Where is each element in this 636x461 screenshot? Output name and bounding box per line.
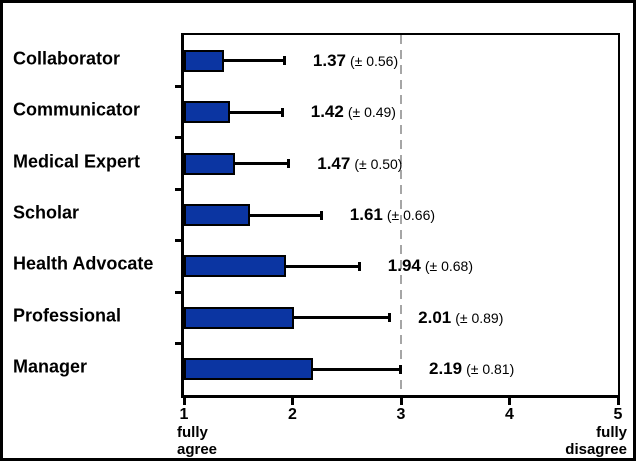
sd-value: (± 0.89): [455, 309, 504, 326]
value-label: 1.61 (± 0.66): [350, 205, 435, 225]
error-bar-line: [248, 213, 322, 217]
y-axis-tick: [175, 136, 181, 140]
sd-value: (± 0.68): [424, 258, 474, 275]
mean-value: 1.61: [349, 205, 383, 224]
value-label: 2.19 (± 0.81): [429, 359, 514, 379]
sd-value: (± 0.56): [349, 52, 399, 69]
x-axis-tick-label: 3: [396, 406, 406, 423]
error-bar-line: [291, 316, 391, 320]
category-label: Scholar: [13, 202, 80, 223]
bar: [184, 204, 251, 226]
y-axis-tick: [175, 290, 181, 294]
x-axis-tick: [399, 398, 403, 405]
error-bar-cap: [319, 210, 323, 220]
x-axis-tick: [616, 398, 620, 405]
sd-value: (± 0.66): [386, 207, 436, 223]
x-axis-tick-label: 2: [288, 406, 297, 423]
error-bar-line: [232, 162, 290, 166]
category-label: Communicator: [13, 99, 141, 120]
y-axis-tick: [175, 239, 181, 243]
x-axis-tick: [182, 398, 186, 405]
x-axis-tick-label: 5: [613, 406, 623, 423]
error-bar-line: [227, 110, 283, 114]
error-bar-line: [311, 367, 401, 371]
value-label: 1.47 (± 0.50): [317, 154, 402, 174]
error-bar-line: [283, 264, 360, 268]
y-axis-tick: [175, 84, 181, 88]
bar: [184, 49, 225, 72]
error-bar-cap: [357, 261, 361, 271]
category-label: Health Advocate: [13, 253, 154, 274]
value-label: 1.42 (± 0.49): [311, 102, 396, 122]
bar: [184, 101, 230, 124]
bar: [184, 255, 286, 278]
error-bar-cap: [287, 159, 291, 169]
y-axis-tick: [175, 187, 181, 191]
x-axis-tick: [291, 398, 294, 405]
x-axis-right-caption: fully disagree: [565, 424, 627, 458]
category-label: Manager: [13, 356, 88, 377]
error-bar-cap: [388, 313, 392, 323]
mean-value: 1.47: [317, 153, 351, 173]
value-label: 1.37 (± 0.56): [313, 51, 398, 71]
value-label: 1.94 (± 0.68): [388, 256, 473, 276]
mean-value: 2.01: [418, 307, 452, 327]
bar: [184, 358, 314, 381]
category-label: Medical Expert: [13, 151, 141, 172]
x-axis-tick: [508, 398, 511, 405]
mean-value: 2.19: [429, 359, 463, 379]
sd-value: (± 0.81): [466, 361, 515, 378]
x-axis-tick-label: 4: [505, 406, 514, 423]
value-label: 2.01 (± 0.89): [418, 308, 503, 328]
mean-value: 1.37: [312, 50, 346, 70]
error-bar-line: [222, 59, 285, 63]
category-label: Collaborator: [13, 48, 121, 69]
sd-value: (± 0.49): [347, 104, 396, 121]
mean-value: 1.42: [310, 102, 344, 122]
error-bar-cap: [280, 107, 284, 117]
x-axis-tick-label: 1: [179, 406, 189, 423]
error-bar-cap: [282, 56, 286, 66]
reference-line: [400, 35, 402, 395]
bar: [184, 152, 235, 175]
plot-area: 1.37 (± 0.56) 1.42 (± 0.49) 1.47 (± 0.50) 1…: [175, 33, 620, 398]
x-axis-left-caption: fully agree: [177, 424, 218, 458]
error-bar-cap: [399, 364, 402, 374]
sd-value: (± 0.50): [354, 155, 403, 172]
bar: [184, 306, 294, 329]
y-axis-tick: [175, 342, 181, 346]
mean-value: 1.94: [387, 256, 421, 276]
category-label: Professional: [13, 305, 122, 326]
